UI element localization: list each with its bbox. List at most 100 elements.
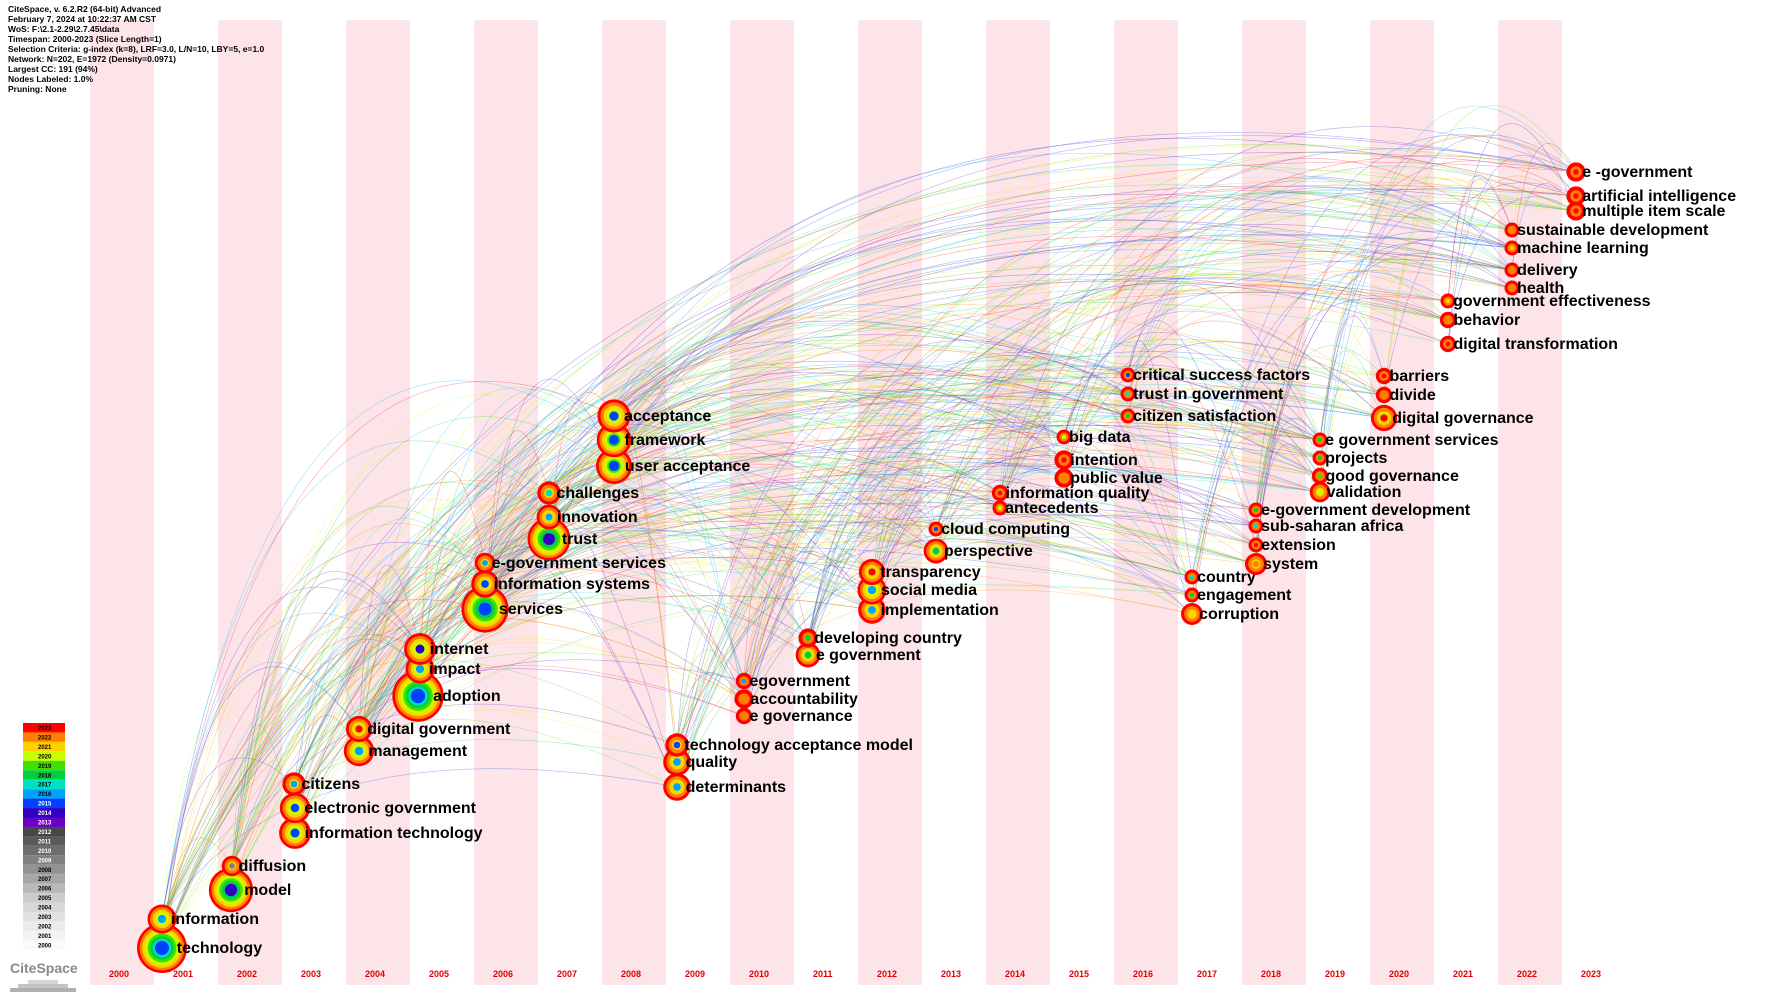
node-perspective[interactable]: perspective [923,538,1033,564]
link [161,168,1577,949]
link [161,401,1129,949]
link [484,372,1065,610]
node-management[interactable]: management [343,735,468,767]
node-multiple-item-scale[interactable]: multiple item scale [1566,201,1726,221]
node-label: divide [1390,387,1436,404]
link [1127,230,1449,417]
link [1127,344,1321,477]
node-e-government[interactable]: e government [795,642,922,668]
node-egovernment[interactable]: egovernment [735,672,851,690]
link [743,381,1129,700]
link [871,151,1577,591]
node-diffusion[interactable]: diffusion [221,855,307,877]
node-e-government-services[interactable]: e government services [1312,432,1499,449]
node-label: perspective [944,543,1033,560]
link [871,464,1001,573]
node-e-government-development[interactable]: e-government development [1248,502,1471,519]
node-information-systems[interactable]: information systems [471,570,650,598]
node-services[interactable]: services [461,585,563,633]
node-electronic-government[interactable]: electronic government [279,792,477,824]
link [161,503,1257,920]
node-corruption[interactable]: corruption [1181,603,1279,625]
node-trust-in-government[interactable]: trust in government [1120,386,1285,403]
node-digital-government[interactable]: digital government [345,715,511,743]
link [161,412,1321,920]
year-label-2022: 2022 [1517,969,1537,979]
node-social-media[interactable]: social media [857,575,978,605]
node-label: artificial intelligence [1582,188,1736,205]
node-label: e-government services [492,555,666,572]
node-country[interactable]: country [1184,569,1256,586]
link [548,483,745,717]
node-internet[interactable]: internet [404,633,489,665]
node-model[interactable]: model [208,867,292,913]
link [871,463,1257,611]
node-information-technology[interactable]: information technology [279,817,483,849]
node-machine-learning[interactable]: machine learning [1504,240,1649,257]
node-government-effectiveness[interactable]: government effectiveness [1440,293,1651,310]
node-citizens[interactable]: citizens [282,772,360,796]
node-good-governance[interactable]: good governance [1311,467,1459,485]
node-critical-success-factors[interactable]: critical success factors [1120,367,1311,384]
link [548,411,1321,540]
link [1255,416,1321,546]
node-determinants[interactable]: determinants [663,773,786,801]
node-label: behavior [1454,312,1521,329]
link [548,201,1577,494]
node-transparency[interactable]: transparency [858,558,981,586]
node-adoption[interactable]: adoption [392,670,501,722]
node-digital-governance[interactable]: digital governance [1370,404,1534,432]
node-innovation[interactable]: innovation [536,504,638,530]
node-implementation[interactable]: implementation [858,596,999,624]
link [1191,433,1321,615]
node-engagement[interactable]: engagement [1184,587,1293,604]
node-acceptance[interactable]: acceptance [597,399,711,433]
node-technology[interactable]: technology [137,923,262,973]
link [743,313,1129,682]
node-developing-country[interactable]: developing country [798,628,962,648]
node-e-government-services[interactable]: e-government services [474,552,666,574]
node-citizen-satisfaction[interactable]: citizen satisfaction [1120,408,1277,425]
node-antecedents[interactable]: antecedents [992,500,1099,517]
legend-swatch-2018 [23,770,65,780]
node-behavior[interactable]: behavior [1439,311,1521,329]
link [231,514,937,867]
node-label: accountability [750,691,858,708]
year-label-2010: 2010 [749,969,769,979]
node-accountability[interactable]: accountability [734,689,858,709]
node-technology-acceptance-model[interactable]: technology acceptance model [665,733,913,757]
node-delivery[interactable]: delivery [1504,262,1578,279]
node-trust[interactable]: trust [527,517,599,561]
node-quality[interactable]: quality [663,748,737,776]
legend-year-2011: 2011 [38,839,52,845]
node-sustainable-development[interactable]: sustainable development [1504,222,1709,239]
node-divide[interactable]: divide [1375,386,1436,404]
node-core [1061,457,1067,463]
link [161,463,1321,949]
node-e-government[interactable]: e -government [1566,162,1693,182]
node-health[interactable]: health [1504,280,1565,297]
node-framework[interactable]: framework [596,422,706,458]
node-e-governance[interactable]: e governance [735,707,853,725]
node-user-acceptance[interactable]: user acceptance [596,448,750,484]
link [935,404,1321,530]
node-validation[interactable]: validation [1309,481,1402,503]
link [743,196,1513,682]
link [358,264,1449,730]
node-information-quality[interactable]: information quality [991,484,1150,502]
node-label: innovation [557,509,638,526]
node-barriers[interactable]: barriers [1375,367,1449,385]
node-big-data[interactable]: big data [1056,429,1131,446]
node-sub-saharan-africa[interactable]: sub-saharan africa [1248,518,1404,535]
node-digital-transformation[interactable]: digital transformation [1439,335,1618,353]
node-system[interactable]: system [1245,553,1318,575]
node-challenges[interactable]: challenges [537,481,639,505]
node-intention[interactable]: intention [1054,450,1138,470]
node-information[interactable]: information [147,904,259,934]
node-cloud-computing[interactable]: cloud computing [928,521,1071,538]
node-artificial-intelligence[interactable]: artificial intelligence [1566,186,1736,206]
node-projects[interactable]: projects [1312,450,1388,467]
node-public-value[interactable]: public value [1054,468,1163,488]
node-extension[interactable]: extension [1248,537,1336,554]
link [999,364,1321,509]
